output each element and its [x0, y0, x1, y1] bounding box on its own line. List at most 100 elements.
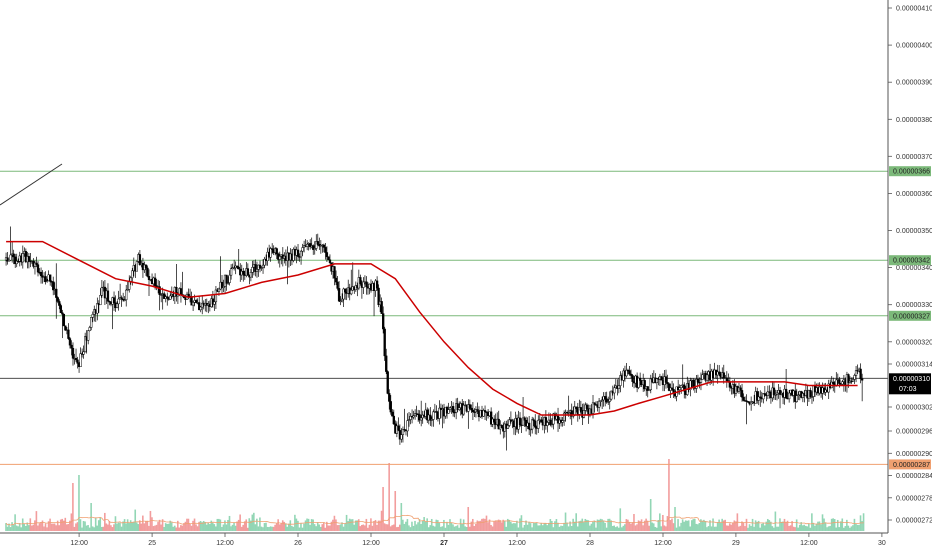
volume-bar	[697, 524, 699, 531]
volume-bar	[627, 519, 629, 531]
moving-average-line	[6, 240, 858, 416]
volume-bar	[99, 517, 102, 531]
candle-body	[810, 396, 814, 398]
candle-body	[722, 372, 725, 379]
candle-body	[233, 267, 236, 269]
candle-body	[359, 277, 362, 284]
candle-body	[261, 264, 265, 268]
volume-bar	[388, 463, 390, 531]
candle-body	[497, 418, 500, 430]
volume-bar	[399, 524, 401, 531]
candle-body	[144, 264, 148, 269]
volume-bar	[707, 526, 710, 531]
volume-bar	[440, 526, 442, 531]
volume-bar	[687, 520, 690, 531]
x-tick-label: 27	[440, 540, 448, 547]
current-price-tag	[889, 373, 931, 395]
candle-body	[251, 267, 254, 273]
candle-body	[397, 425, 400, 431]
volume-bar	[257, 526, 260, 531]
volume-bar	[520, 515, 523, 531]
volume-bar	[686, 520, 688, 531]
volume-bar	[24, 525, 27, 531]
volume-bar	[32, 524, 35, 531]
candle-body	[605, 398, 608, 403]
volume-bar	[624, 524, 626, 531]
volume-bar	[552, 527, 555, 531]
candle-body	[249, 272, 253, 278]
candle-body	[649, 378, 652, 390]
volume-bar	[79, 519, 82, 531]
candle-body	[187, 293, 190, 297]
volume-bar	[430, 518, 433, 531]
volume-bar	[561, 525, 564, 531]
volume-bar	[786, 520, 789, 531]
candle-body	[529, 428, 532, 431]
volume-bar	[117, 522, 120, 531]
candle-body	[229, 268, 233, 276]
volume-bar	[303, 523, 305, 531]
candle-body	[544, 417, 548, 426]
volume-bar	[18, 523, 21, 531]
volume-bar	[82, 521, 85, 531]
volume-bar	[292, 526, 295, 531]
volume-bar	[858, 524, 860, 531]
volume-bar	[582, 522, 585, 531]
volume-bar	[76, 522, 79, 531]
volume-bar	[20, 527, 22, 531]
volume-bar	[514, 523, 517, 531]
candle-body	[838, 379, 841, 384]
candle-body	[339, 300, 342, 302]
candle-body	[725, 377, 728, 382]
volume-bar	[589, 525, 591, 531]
volume-bar	[370, 518, 372, 531]
candle-body	[500, 425, 503, 429]
volume-bar	[502, 519, 504, 531]
candle-body	[468, 404, 472, 409]
volume-bar	[468, 526, 471, 531]
volume-bar	[354, 520, 357, 531]
volume-bar	[222, 524, 225, 531]
volume-bar	[500, 522, 503, 531]
volume-bar	[224, 520, 226, 531]
candle-body	[750, 401, 753, 405]
candle-body	[191, 302, 195, 306]
volume-bar	[400, 503, 403, 531]
volume-bar	[461, 523, 463, 531]
volume-bar	[202, 520, 205, 531]
volume-bar	[672, 523, 675, 531]
volume-bar	[861, 520, 863, 531]
candle-body	[153, 277, 157, 286]
volume-bar	[87, 525, 89, 531]
candle-body	[365, 281, 368, 288]
volume-bar	[642, 525, 644, 531]
y-tick-label: 0.00000320	[896, 339, 932, 346]
volume-bar	[560, 525, 562, 531]
volume-bar	[342, 526, 345, 531]
volume-bar	[844, 526, 847, 531]
volume-bar	[184, 521, 187, 531]
candle-body	[482, 410, 485, 417]
volume-bar	[145, 521, 147, 531]
volume-bar	[639, 521, 641, 531]
candle-body	[518, 417, 522, 426]
volume-bar	[722, 520, 725, 531]
candle-body	[375, 280, 379, 289]
volume-bar	[760, 523, 763, 531]
candle-body	[68, 338, 72, 346]
candle-body	[456, 403, 459, 410]
y-tick-label: 0.00000390	[896, 80, 932, 87]
candle-body	[418, 414, 421, 421]
candle-body	[340, 298, 344, 302]
volume-bar	[201, 522, 203, 531]
volume-bar	[187, 518, 190, 531]
volume-bar	[776, 526, 778, 531]
volume-bar	[792, 526, 795, 531]
volume-bar	[712, 518, 714, 531]
volume-bar	[316, 522, 319, 531]
volume-bar	[544, 523, 547, 531]
candle-body	[680, 384, 683, 388]
volume-bar	[508, 519, 511, 531]
candle-body	[631, 375, 634, 382]
volume-bar	[782, 521, 784, 531]
